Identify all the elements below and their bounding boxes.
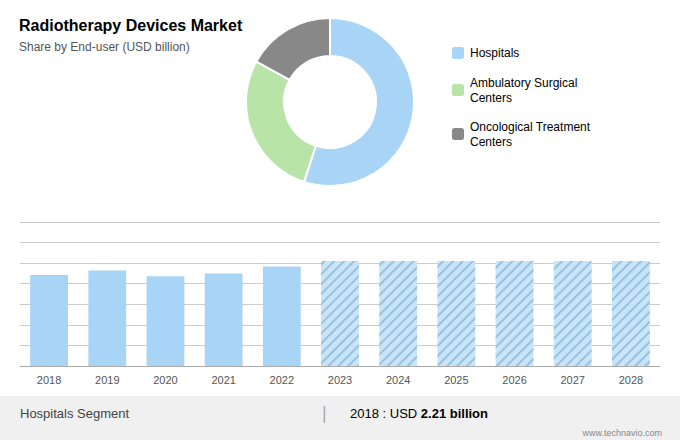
svg-text:2018 : USD: 2018 : USD xyxy=(350,406,421,421)
svg-text:2020: 2020 xyxy=(153,374,177,386)
svg-text:2019: 2019 xyxy=(95,374,119,386)
svg-text:Radiotherapy Devices Market: Radiotherapy Devices Market xyxy=(19,17,243,34)
svg-text:Oncological Treatment: Oncological Treatment xyxy=(470,120,591,134)
svg-text:2022: 2022 xyxy=(270,374,294,386)
svg-text:|: | xyxy=(322,403,327,423)
svg-text:2026: 2026 xyxy=(502,374,526,386)
svg-text:Centers: Centers xyxy=(470,91,512,105)
svg-text:2023: 2023 xyxy=(328,374,352,386)
svg-text:www.technavio.com: www.technavio.com xyxy=(581,428,662,438)
svg-text:2027: 2027 xyxy=(560,374,584,386)
svg-text:2025: 2025 xyxy=(444,374,468,386)
svg-text:Hospitals Segment: Hospitals Segment xyxy=(20,406,129,421)
svg-text:2028: 2028 xyxy=(619,374,643,386)
svg-text:Ambulatory Surgical: Ambulatory Surgical xyxy=(470,76,577,90)
svg-text:2018: 2018 xyxy=(37,374,61,386)
svg-text:Hospitals: Hospitals xyxy=(470,46,519,60)
svg-text:2024: 2024 xyxy=(386,374,410,386)
svg-text:Centers: Centers xyxy=(470,135,512,149)
svg-text:2021: 2021 xyxy=(211,374,235,386)
svg-text:2.21 billion: 2.21 billion xyxy=(421,406,488,421)
svg-text:Share by End-user (USD billion: Share by End-user (USD billion) xyxy=(19,40,190,54)
